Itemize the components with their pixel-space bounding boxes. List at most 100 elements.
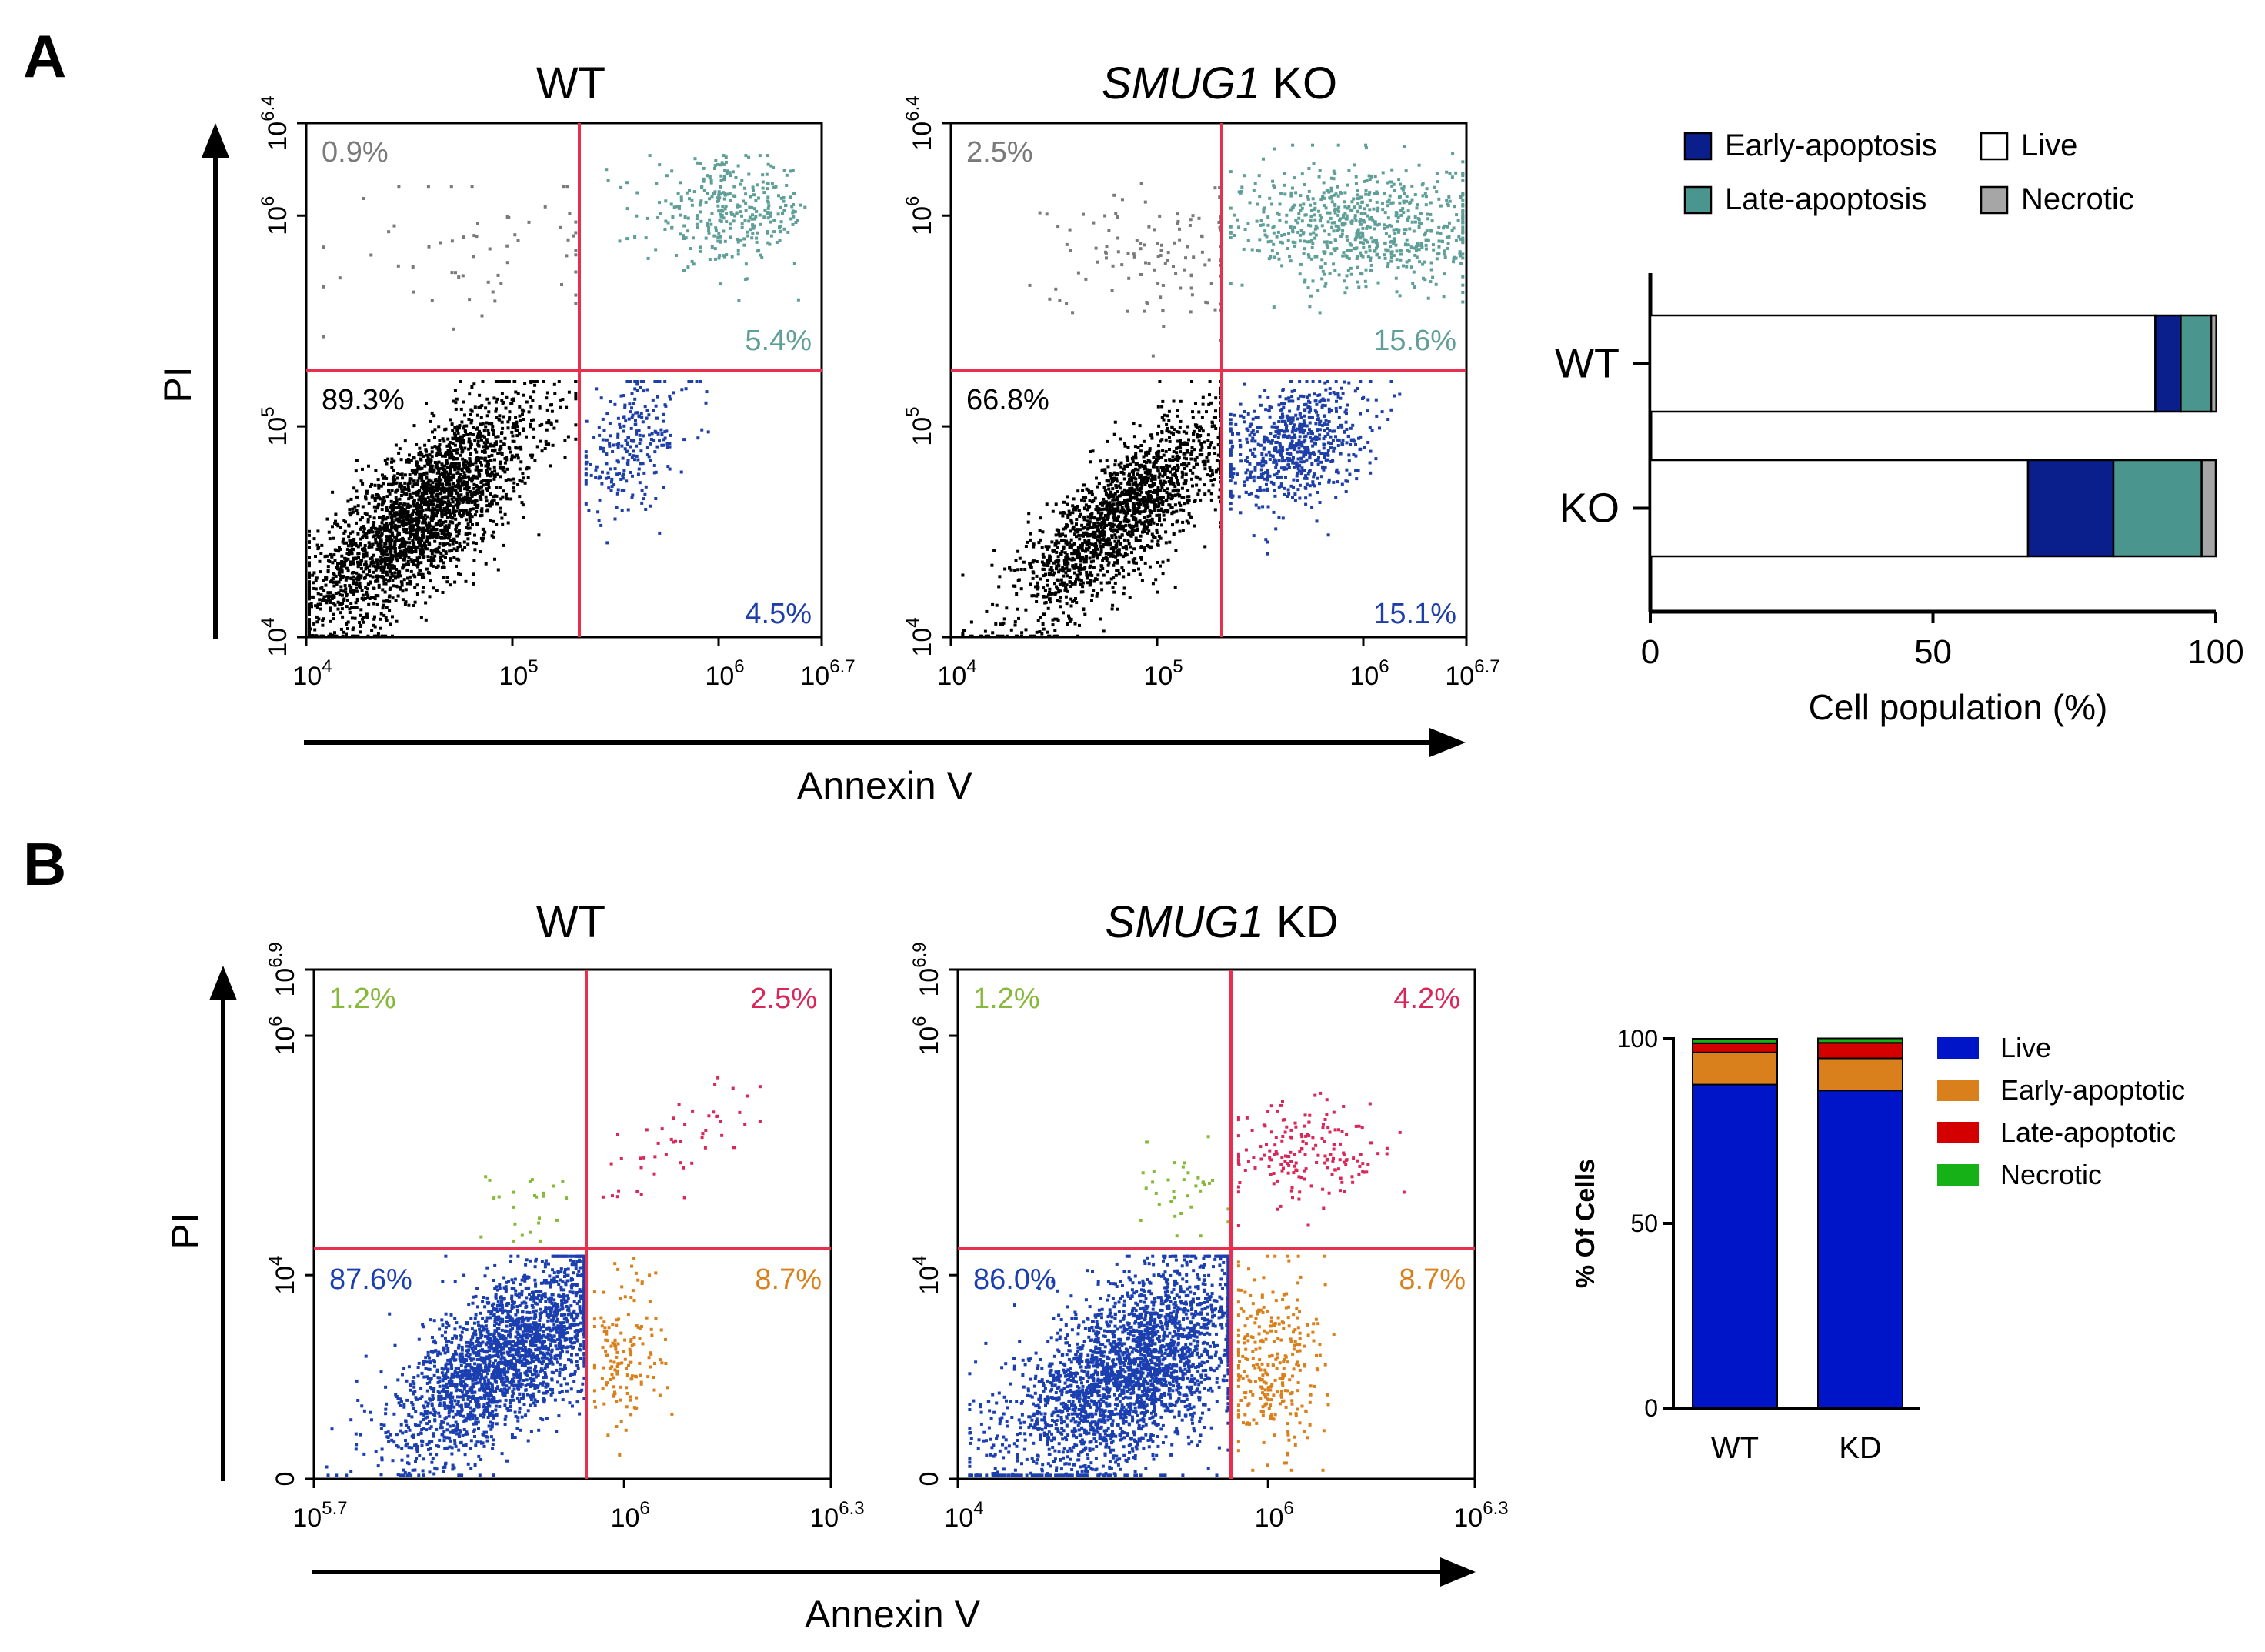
event-dot (400, 541, 404, 544)
event-dot (1069, 604, 1073, 608)
event-dot (386, 537, 390, 541)
event-dot (499, 446, 502, 450)
event-dot (359, 613, 362, 617)
pi-label-a: PI (156, 366, 199, 402)
event-dot (312, 586, 316, 590)
event-dot (381, 553, 385, 557)
event-dot (605, 452, 609, 456)
event-dot (1179, 399, 1183, 403)
event-dot (658, 163, 662, 167)
event-dot (421, 548, 425, 552)
event-dot (359, 608, 363, 612)
event-dot (375, 530, 379, 534)
event-dot (1199, 448, 1203, 452)
event-dot (441, 591, 445, 594)
event-dot (481, 434, 485, 438)
event-dot (1062, 547, 1066, 550)
event-dot (1128, 487, 1132, 491)
event-dot (1206, 439, 1210, 442)
event-dot (395, 498, 399, 502)
event-dot (1154, 491, 1157, 494)
event-dot (1163, 480, 1167, 484)
event-dot (1001, 634, 1005, 638)
event-dot (706, 192, 709, 195)
event-dot (1102, 521, 1106, 525)
event-dot (485, 482, 489, 486)
event-dot (423, 529, 426, 532)
event-dot (1090, 593, 1094, 597)
event-dot (322, 589, 326, 592)
event-dot (1174, 469, 1178, 472)
event-dot (393, 478, 397, 482)
event-dot (1108, 543, 1112, 547)
event-dot (421, 482, 425, 486)
event-dot (1087, 539, 1091, 542)
event-dot (1080, 523, 1084, 527)
event-dot (350, 544, 354, 548)
event-dot (1089, 564, 1092, 568)
event-dot (459, 493, 463, 497)
event-dot (1169, 482, 1173, 486)
event-dot (385, 619, 389, 622)
event-dot (729, 226, 732, 230)
event-dot (485, 487, 489, 491)
event-dot (311, 595, 315, 599)
event-dot (720, 209, 723, 212)
event-dot (1064, 557, 1068, 561)
event-dot (1049, 592, 1053, 596)
event-dot (479, 469, 482, 472)
event-dot (329, 632, 332, 636)
event-dot (462, 512, 465, 516)
event-dot (1161, 474, 1165, 478)
event-dot (637, 415, 641, 419)
event-dot (1195, 483, 1199, 487)
event-dot (338, 572, 342, 576)
event-dot (1186, 501, 1190, 505)
event-dot (451, 487, 455, 491)
event-dot (1115, 479, 1119, 483)
event-dot (998, 634, 1002, 638)
event-dot (397, 185, 401, 189)
event-dot (1136, 492, 1139, 496)
event-dot (1098, 539, 1102, 543)
event-dot (765, 172, 769, 176)
event-dot (338, 276, 342, 280)
event-dot (1113, 512, 1116, 516)
event-dot (665, 174, 669, 178)
event-dot (505, 380, 509, 383)
event-dot (709, 181, 713, 185)
event-dot (1199, 434, 1203, 437)
event-dot (328, 537, 332, 541)
event-dot (465, 492, 469, 496)
event-dot (403, 486, 407, 489)
event-dot (792, 262, 796, 265)
event-dot (1182, 482, 1186, 486)
event-dot (634, 411, 638, 415)
event-dot (542, 380, 545, 383)
event-dot (635, 382, 639, 386)
event-dot (359, 543, 362, 547)
event-dot (461, 274, 465, 278)
event-dot (1152, 462, 1156, 466)
event-dot (1110, 536, 1114, 539)
event-dot (448, 520, 452, 524)
event-dot (726, 192, 729, 196)
event-dot (367, 541, 371, 545)
event-dot (1162, 510, 1166, 514)
event-dot (1172, 450, 1176, 453)
event-dot (610, 477, 614, 481)
event-dot (459, 380, 462, 383)
event-dot (472, 541, 475, 545)
event-dot (374, 540, 378, 544)
event-dot (622, 424, 626, 428)
event-dot (406, 559, 410, 563)
event-dot (1084, 540, 1087, 544)
event-dot (1079, 579, 1083, 582)
event-dot (752, 224, 756, 228)
event-dot (1172, 399, 1176, 403)
event-dot (415, 583, 419, 587)
event-dot (1119, 502, 1122, 506)
event-dot (1185, 519, 1189, 523)
event-dot (514, 429, 518, 432)
